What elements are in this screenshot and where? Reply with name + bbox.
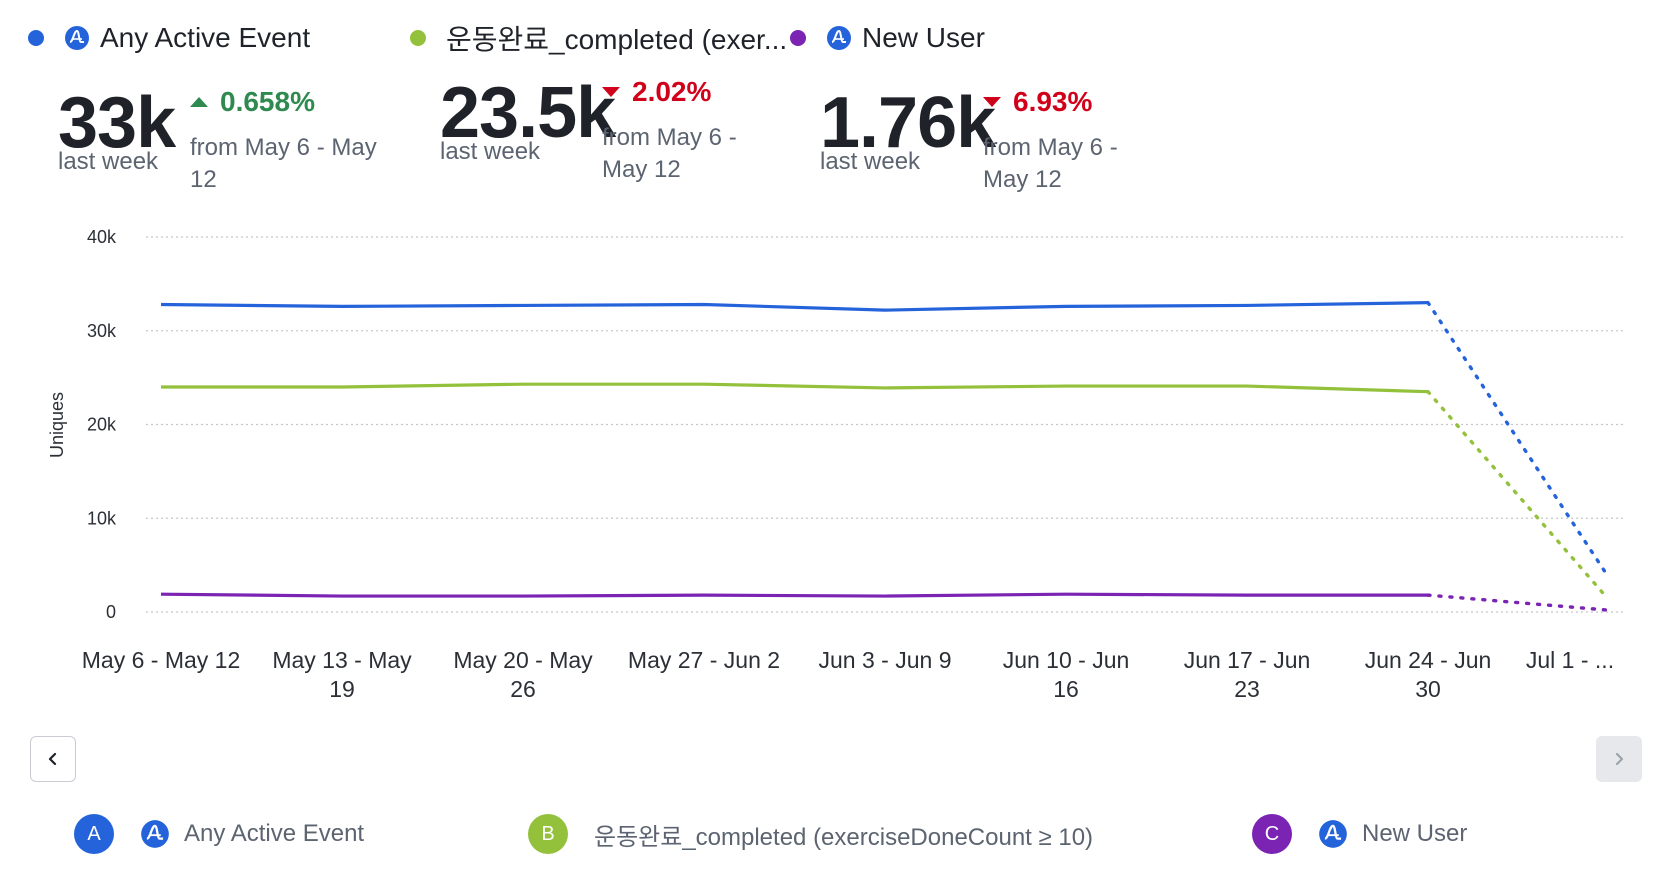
legend-label-c: New User (862, 22, 985, 53)
metric-delta: 0.658% (190, 86, 315, 118)
series-line (160, 592, 1428, 598)
legend-item-a[interactable]: Any Active Event (28, 18, 310, 58)
series-c-dot (790, 30, 806, 46)
metric-period: last week (440, 138, 541, 165)
metric-period: last week (820, 148, 921, 175)
line-chart: 0 10k 20k 30k 40k May 6 - May 12 May 13 - May… (47, 227, 1626, 700)
x-tick-label: May 27 - Jun 2 (628, 647, 780, 673)
metric-value: 33k (58, 83, 176, 163)
series-line-incomplete (1426, 593, 1610, 612)
legend-item-b[interactable]: 운동완료_completed (exer... (410, 18, 787, 58)
x-tick-label: Jul 1 - ... (1526, 647, 1614, 673)
y-tick-label: 30k (87, 321, 117, 341)
series-b-row[interactable]: B 운동완료_completed (exerciseDoneCount ≥ 10… (528, 812, 1093, 856)
arrow-down-icon (983, 97, 1001, 107)
amplitude-icon (827, 26, 851, 50)
metric-comparison: from May 6 - May 12 (602, 124, 737, 183)
x-tick-label: May 6 - May 12 (82, 647, 241, 673)
series-a-row[interactable]: A Any Active Event (74, 812, 364, 856)
metric-delta: 6.93% (983, 86, 1092, 118)
series-badge: A (74, 814, 114, 854)
y-tick-label: 40k (87, 227, 117, 247)
chevron-left-icon (48, 752, 57, 766)
metric-comparison: from May 6 - May 12 (983, 134, 1118, 193)
x-tick-label: May 20 - May 26 (453, 647, 593, 700)
series-line-incomplete (1426, 389, 1610, 601)
x-tick-label: May 13 - May 19 (272, 647, 412, 700)
metric-delta-value: 6.93% (1013, 86, 1093, 117)
x-tick-label: Jun 3 - Jun 9 (819, 647, 952, 673)
legend-label-a: Any Active Event (100, 22, 311, 53)
series-label: Any Active Event (184, 820, 365, 847)
x-tick-label: Jun 10 - Jun 16 (1003, 647, 1130, 700)
y-tick-label: 0 (106, 602, 116, 622)
arrow-up-icon (190, 97, 208, 107)
metric-delta: 2.02% (602, 76, 711, 108)
legend-label-b: 운동완료_completed (exer... (446, 24, 788, 55)
x-tick-label: Jun 24 - Jun 30 (1365, 647, 1492, 700)
metric-value: 1.76k (820, 83, 996, 163)
series-a-dot (28, 30, 44, 46)
arrow-down-icon (602, 87, 620, 97)
metric-value: 23.5k (440, 73, 616, 153)
amplitude-icon (141, 820, 169, 848)
metric-delta-value: 2.02% (632, 76, 712, 107)
series-b-dot (410, 30, 426, 46)
metric-delta-value: 0.658% (220, 86, 315, 117)
series-badge: C (1252, 814, 1292, 854)
series-line-incomplete (1426, 300, 1610, 579)
series-line (161, 382, 1429, 394)
series-label: New User (1362, 820, 1468, 847)
next-page-button[interactable] (1596, 736, 1642, 782)
amplitude-icon (65, 26, 89, 50)
amplitude-icon (1319, 820, 1347, 848)
metric-period: last week (58, 148, 159, 175)
legend-item-c[interactable]: New User (790, 18, 985, 58)
chevron-right-icon (1616, 753, 1623, 765)
legend-bottom: A Any Active Event B 운동완료_completed (exe… (0, 812, 1670, 856)
x-tick-label: Jun 17 - Jun 23 (1184, 647, 1311, 700)
metric-comparison: from May 6 - May 12 (190, 134, 377, 193)
series-badge: B (528, 814, 568, 854)
y-axis-label: Uniques (47, 392, 67, 458)
legend-top: Any Active Event 운동완료_completed (exer...… (0, 18, 1670, 58)
series-line (160, 301, 1429, 312)
series-label: 운동완료_completed (exerciseDoneCount ≥ 10) (594, 823, 1094, 851)
y-tick-label: 20k (87, 415, 117, 435)
series-c-row[interactable]: C New User (1252, 812, 1467, 856)
previous-page-button[interactable] (30, 736, 76, 782)
y-tick-label: 10k (87, 508, 117, 528)
